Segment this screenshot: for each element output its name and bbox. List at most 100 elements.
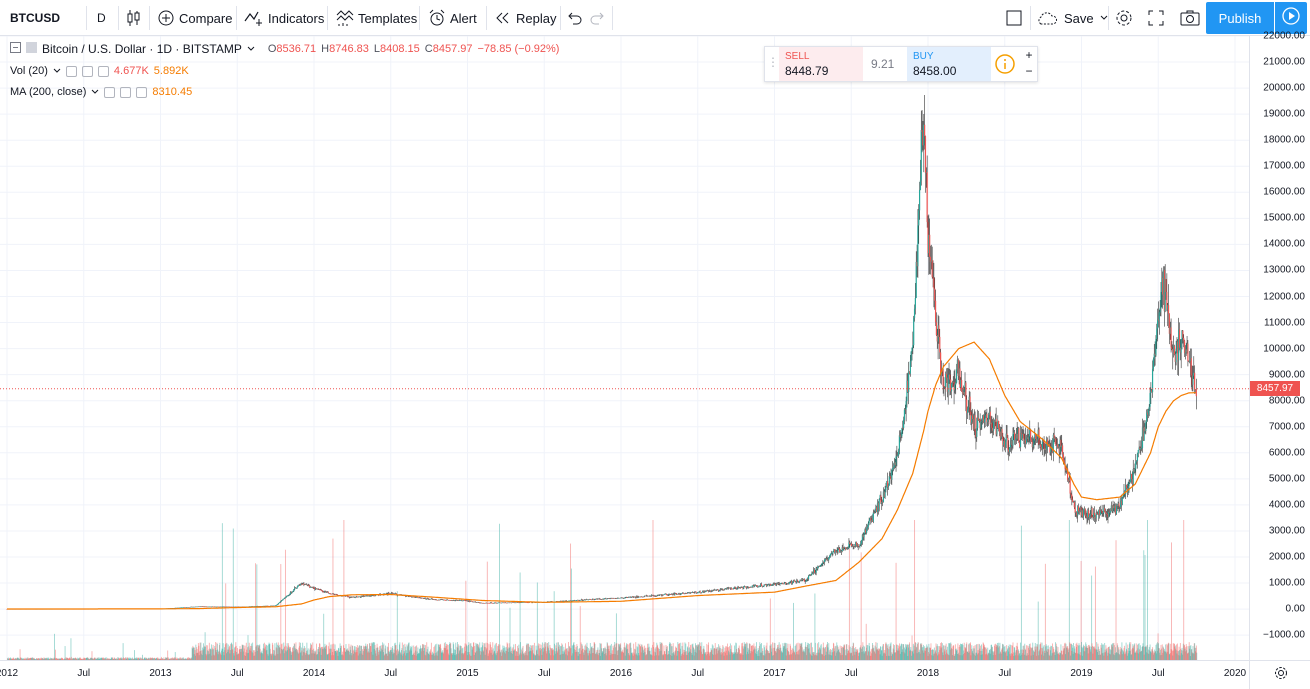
volume-bar (1171, 542, 1172, 660)
price-candle (763, 586, 764, 587)
price-candle (726, 589, 727, 590)
indicators-button[interactable]: Indicators (244, 0, 324, 36)
price-candle (736, 588, 737, 589)
price-candle (772, 585, 773, 586)
divider (118, 6, 119, 30)
price-candle (757, 587, 758, 588)
publish-button[interactable]: Publish (1206, 2, 1274, 34)
price-candle (366, 596, 367, 597)
volume-bar (1183, 520, 1184, 660)
price-candle (861, 540, 862, 543)
snapshot-button[interactable] (1180, 0, 1200, 36)
volume-bar (571, 569, 572, 660)
divider (149, 6, 150, 30)
price-candle (316, 588, 317, 589)
divider (1108, 6, 1109, 30)
divider (86, 6, 87, 30)
price-candle (297, 587, 298, 588)
volume-bar (1038, 602, 1039, 660)
price-candle (735, 587, 736, 588)
price-candle (832, 553, 833, 554)
layout-button[interactable] (1006, 0, 1022, 36)
replay-button[interactable]: Replay (495, 0, 556, 36)
price-candle (777, 584, 778, 585)
rewind-icon (495, 11, 511, 25)
price-candle (733, 588, 734, 589)
price-candle (659, 595, 660, 596)
price-candle (276, 605, 277, 606)
volume-bar (343, 520, 344, 660)
interval-button[interactable]: D (97, 0, 106, 36)
price-candle (328, 592, 329, 594)
interval-label: D (97, 11, 106, 25)
indicators-label: Indicators (268, 11, 324, 26)
cloud-icon (1036, 11, 1058, 25)
templates-button[interactable]: Templates (336, 0, 417, 36)
price-candle (868, 523, 869, 527)
price-candle (293, 590, 294, 592)
price-candle (804, 579, 805, 582)
price-candle (821, 565, 822, 566)
price-candle (740, 588, 741, 589)
price-candle (322, 590, 323, 591)
square-icon (1006, 10, 1022, 26)
price-candle (759, 586, 760, 587)
volume-bar (861, 552, 862, 660)
price-candle (820, 565, 821, 567)
volume-bar (71, 638, 72, 660)
settings-button[interactable] (1115, 0, 1133, 36)
price-candle (630, 597, 631, 598)
symbol-search[interactable]: BTCUSD (10, 0, 60, 36)
divider (486, 6, 487, 30)
price-candle (277, 604, 278, 605)
volume-bar (1143, 550, 1144, 660)
price-chart[interactable] (0, 36, 1249, 660)
price-candle (797, 580, 798, 581)
save-button[interactable]: Save (1036, 0, 1108, 36)
price-candle (447, 600, 448, 601)
alert-button[interactable]: Alert (428, 0, 477, 36)
price-candle (461, 600, 462, 601)
price-candle (794, 580, 795, 581)
chart-style-button[interactable] (127, 0, 141, 36)
fullscreen-button[interactable] (1148, 0, 1164, 36)
volume-bar (1116, 540, 1117, 660)
price-candle (828, 558, 829, 560)
stream-button[interactable] (1275, 2, 1307, 34)
price-candle (292, 592, 293, 593)
price-candle (845, 547, 846, 548)
price-candle (824, 560, 825, 562)
price-candle (756, 585, 757, 586)
top-toolbar: BTCUSD D Compare Indicators Templates Al… (0, 0, 1310, 36)
price-candle (710, 590, 711, 591)
compare-button[interactable]: Compare (158, 0, 232, 36)
volume-bar (537, 582, 538, 660)
volume-bar (1095, 567, 1096, 660)
price-candle (657, 596, 658, 597)
price-candle (782, 583, 783, 584)
price-candle (442, 599, 443, 600)
redo-button[interactable] (590, 0, 606, 36)
price-candle (830, 554, 831, 556)
undo-button[interactable] (566, 0, 582, 36)
price-candle (808, 576, 809, 579)
price-candle (867, 527, 868, 528)
price-candle (281, 600, 282, 601)
price-candle (419, 597, 420, 598)
price-candle (426, 599, 427, 600)
volume-bar (255, 563, 256, 660)
price-candle (879, 499, 880, 510)
templates-label: Templates (358, 11, 417, 26)
price-candle (279, 602, 280, 603)
price-candle (695, 592, 696, 593)
volume-bar (222, 523, 223, 660)
divider (612, 6, 613, 30)
price-candle (308, 585, 309, 586)
price-candle (810, 575, 811, 576)
price-candle (292, 591, 293, 592)
price-candle (757, 586, 758, 587)
symbol-label: BTCUSD (10, 11, 60, 25)
divider (560, 6, 561, 30)
price-candle (805, 581, 806, 582)
price-candle (731, 588, 732, 589)
